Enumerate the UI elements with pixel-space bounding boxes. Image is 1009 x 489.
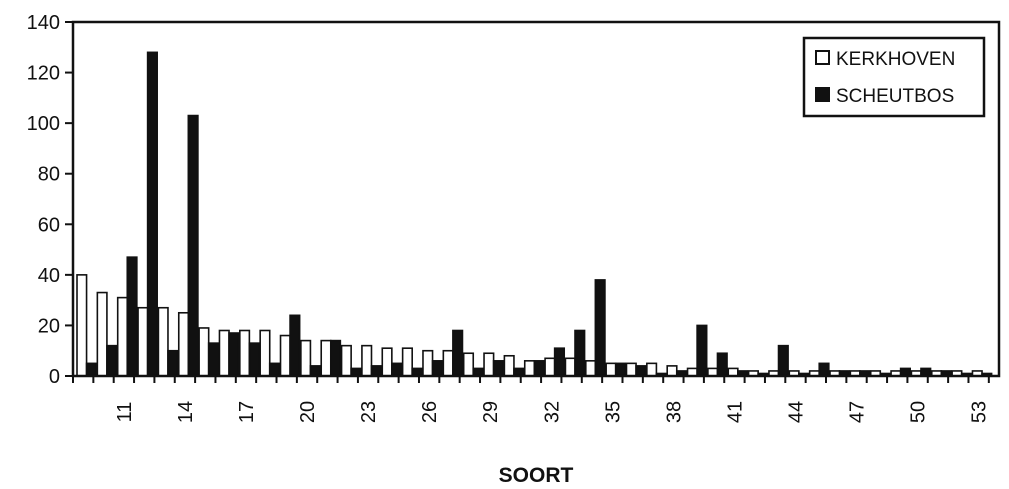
bar-kerkhoven-38 — [666, 365, 678, 377]
bar-kerkhoven-9 — [76, 274, 88, 377]
y-tick-label: 20 — [38, 315, 60, 337]
x-tick-label: 17 — [236, 401, 258, 423]
bar-scheutbos-16 — [228, 332, 240, 377]
y-tick-label: 100 — [27, 113, 60, 135]
y-tick-label: 0 — [49, 366, 60, 388]
bar-scheutbos-10 — [106, 344, 118, 377]
bars — [76, 51, 993, 377]
bar-scheutbos-20 — [309, 365, 321, 377]
bar-scheutbos-32 — [553, 347, 566, 377]
bar-kerkhoven-24 — [381, 347, 393, 377]
bar-kerkhoven-14 — [177, 311, 190, 377]
legend-label-scheutbos: SCHEUTBOS — [836, 86, 954, 107]
bar-scheutbos-26 — [431, 360, 443, 377]
x-tick-label: 50 — [908, 401, 930, 423]
bar-kerkhoven-18 — [259, 329, 271, 377]
bar-scheutbos-18 — [268, 362, 281, 377]
legend-swatch-kerkhoven — [815, 50, 830, 65]
x-tick-label: 44 — [785, 401, 807, 423]
y-tick-label: 140 — [27, 12, 60, 34]
bar-scheutbos-15 — [207, 342, 220, 377]
bar-kerkhoven-23 — [361, 344, 373, 377]
x-tick-label: 38 — [663, 401, 685, 423]
bar-kerkhoven-22 — [340, 344, 352, 377]
y-tick-label: 120 — [27, 63, 60, 85]
bar-kerkhoven-26 — [422, 349, 434, 377]
bar-scheutbos-34 — [594, 279, 606, 377]
bar-kerkhoven-15 — [198, 327, 210, 377]
legend-label-kerkhoven: KERKHOVEN — [836, 49, 955, 70]
bar-kerkhoven-16 — [218, 329, 230, 377]
bar-scheutbos-19 — [289, 314, 301, 377]
bar-kerkhoven-21 — [320, 339, 332, 377]
bar-scheutbos-24 — [391, 362, 403, 377]
x-tick-label: 14 — [175, 401, 197, 423]
bar-kerkhoven-29 — [483, 352, 495, 377]
bar-kerkhoven-37 — [646, 362, 658, 377]
bar-scheutbos-12 — [146, 51, 158, 377]
bar-kerkhoven-27 — [442, 349, 454, 377]
bar-scheutbos-31 — [533, 360, 545, 377]
x-axis-title: SOORT — [499, 464, 574, 487]
bar-kerkhoven-13 — [157, 306, 169, 377]
x-tick-label: 32 — [541, 401, 563, 423]
y-tick-label: 80 — [38, 164, 60, 186]
legend: KERKHOVEN SCHEUTBOS — [802, 36, 986, 118]
bar-scheutbos-29 — [492, 360, 504, 377]
bar-scheutbos-35 — [614, 362, 627, 377]
bar-kerkhoven-34 — [584, 360, 597, 377]
bar-kerkhoven-12 — [137, 306, 149, 377]
x-tick-label: 11 — [114, 402, 136, 423]
bar-scheutbos-36 — [635, 365, 647, 377]
bar-scheutbos-21 — [329, 339, 342, 377]
bar-kerkhoven-32 — [544, 357, 556, 377]
bar-scheutbos-33 — [574, 329, 586, 377]
bar-scheutbos-17 — [248, 342, 260, 377]
bar-kerkhoven-36 — [625, 362, 637, 377]
bar-kerkhoven-10 — [96, 291, 108, 377]
y-tick-label: 40 — [38, 265, 60, 287]
x-tick-label: 29 — [480, 401, 502, 423]
y-tick-label: 60 — [38, 214, 60, 236]
x-tick-label: 53 — [969, 401, 991, 423]
bar-kerkhoven-35 — [605, 362, 617, 377]
bar-kerkhoven-11 — [116, 296, 129, 377]
bar-scheutbos-11 — [126, 256, 138, 377]
bar-kerkhoven-28 — [462, 352, 475, 377]
y-axis: 0 20 40 60 80 100 120 140 — [27, 12, 73, 388]
legend-box — [802, 36, 986, 118]
x-tick-label: 41 — [724, 401, 746, 423]
bar-kerkhoven-20 — [300, 339, 312, 377]
bar-kerkhoven-17 — [239, 329, 251, 377]
x-axis: 11 14 17 20 23 26 29 32 35 38 41 44 47 50 53 — [72, 376, 991, 423]
x-tick-label: 35 — [602, 401, 624, 423]
bar-kerkhoven-30 — [503, 354, 515, 377]
bar-scheutbos-27 — [452, 329, 464, 377]
bar-kerkhoven-31 — [523, 360, 536, 377]
bar-scheutbos-14 — [187, 114, 199, 377]
bar-kerkhoven-25 — [401, 347, 413, 377]
bar-scheutbos-43 — [777, 344, 789, 377]
x-tick-label: 20 — [297, 401, 319, 423]
x-tick-label: 47 — [847, 401, 869, 423]
plot-frame — [71, 20, 1001, 378]
x-tick-label: 23 — [358, 401, 380, 423]
bar-scheutbos-39 — [696, 324, 708, 377]
bar-scheutbos-9 — [85, 362, 97, 377]
bar-scheutbos-13 — [167, 349, 179, 377]
x-tick-label: 26 — [419, 401, 441, 423]
bar-kerkhoven-19 — [279, 334, 291, 377]
bar-scheutbos-45 — [818, 362, 830, 377]
bar-scheutbos-23 — [370, 365, 382, 377]
bar-kerkhoven-33 — [564, 357, 576, 377]
legend-swatch-scheutbos — [815, 87, 830, 102]
bar-scheutbos-40 — [716, 352, 728, 377]
